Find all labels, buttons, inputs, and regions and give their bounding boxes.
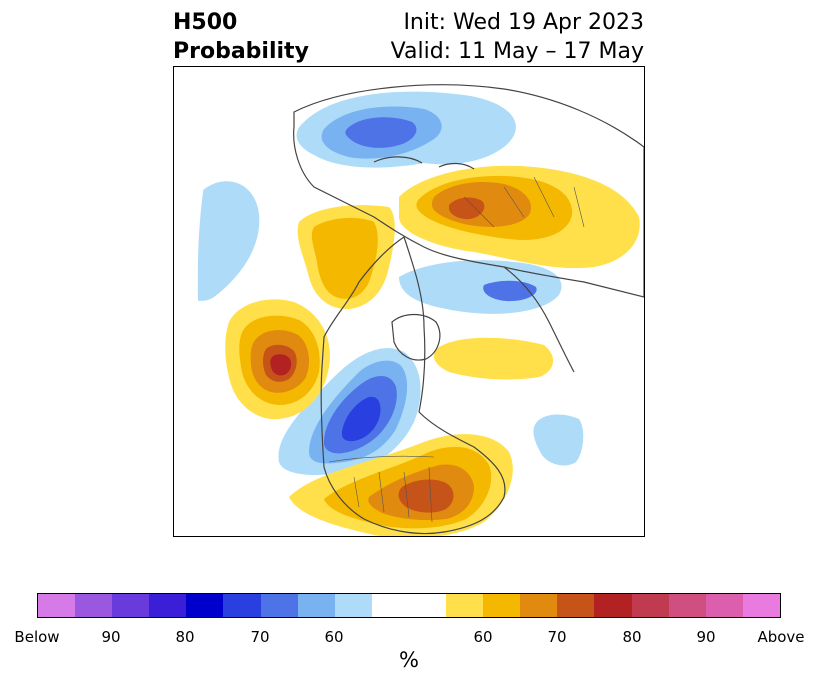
below-region-atlantic: [533, 414, 584, 466]
colorbar-segment: [223, 594, 261, 617]
border-states: [353, 466, 433, 523]
title-quantity: Probability: [173, 39, 309, 64]
colorbar-segment: [334, 594, 372, 617]
above-normal-regions: [225, 165, 640, 536]
country-borders: [328, 176, 585, 523]
colorbar-segment: [742, 594, 780, 617]
colorbar-tick-label: 90: [696, 628, 716, 646]
coastline-greenland: [391, 313, 441, 361]
colorbar-tick-label: 80: [175, 628, 195, 646]
coastline-arctic-islands: [373, 156, 475, 170]
above-region-north-atlantic: [433, 337, 554, 380]
probability-map: [174, 67, 644, 536]
colorbar-segment: [446, 594, 484, 617]
colorbar-segment: [149, 594, 187, 617]
coastline-eurasia: [293, 84, 644, 298]
colorbar-segment: [38, 594, 76, 617]
border-russia-interior: [463, 176, 585, 228]
colorbar-label: %: [399, 648, 419, 672]
below-region-russia: [399, 260, 562, 314]
init-date: Init: Wed 19 Apr 2023: [403, 10, 644, 35]
colorbar-segment: [297, 594, 335, 617]
border-us-canada: [328, 455, 435, 463]
colorbar-tick-label: 70: [250, 628, 270, 646]
colorbar-tick-label: 60: [324, 628, 344, 646]
colorbar: [37, 593, 781, 618]
colorbar-tick-label: Below: [14, 628, 60, 646]
below-region-western-na-core: [341, 396, 381, 442]
valid-range: Valid: 11 May – 17 May: [390, 39, 644, 64]
colorbar-segment: [705, 594, 743, 617]
colorbar-segment: [112, 594, 150, 617]
above-region-northeast-pacific-peak: [270, 354, 292, 376]
colorbar-tick-label: 80: [622, 628, 642, 646]
colorbar-segment: [668, 594, 706, 617]
colorbar-segment: [557, 594, 595, 617]
projection-edge-left: [174, 67, 234, 536]
title-right: Init: Wed 19 Apr 2023 Valid: 11 May – 17…: [391, 8, 644, 66]
colorbar-tick-label: 70: [547, 628, 567, 646]
coastline-north-america: [320, 236, 506, 535]
colorbar-segment: [520, 594, 558, 617]
colorbar-tick-label: 90: [101, 628, 121, 646]
title-variable: H500: [173, 10, 238, 35]
colorbar-segment: [75, 594, 113, 617]
colorbar-tick-label: Above: [757, 628, 805, 646]
above-region-eastern-us-core: [398, 479, 454, 513]
below-region-russia-core: [483, 280, 537, 302]
colorbar-segment: [371, 594, 447, 617]
colorbar-segment: [483, 594, 521, 617]
above-region-siberia-core: [449, 197, 485, 220]
below-region-arctic-canada-core: [345, 117, 417, 148]
colorbar-segment: [631, 594, 669, 617]
coastlines: [293, 84, 644, 535]
title-left: H500 Probability: [173, 8, 309, 66]
colorbar-segment: [260, 594, 298, 617]
coastline-europe: [503, 266, 575, 373]
colorbar-segment: [594, 594, 632, 617]
below-normal-regions: [179, 91, 584, 475]
map-panel: [173, 66, 645, 537]
colorbar-segment: [186, 594, 224, 617]
colorbar-tick-label: 60: [473, 628, 493, 646]
